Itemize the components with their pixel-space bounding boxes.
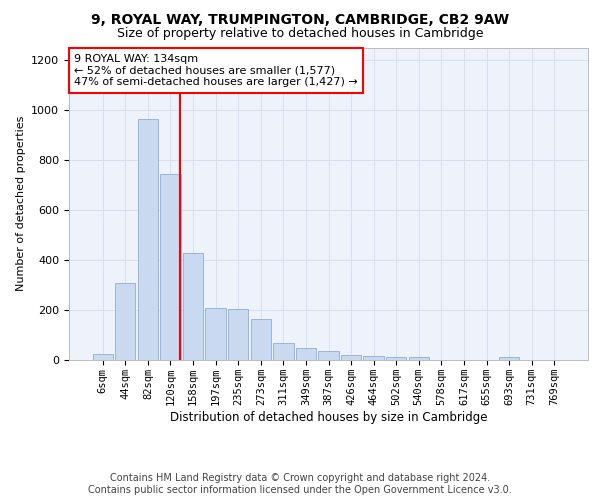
Text: Size of property relative to detached houses in Cambridge: Size of property relative to detached ho…: [117, 28, 483, 40]
Text: 9 ROYAL WAY: 134sqm
← 52% of detached houses are smaller (1,577)
47% of semi-det: 9 ROYAL WAY: 134sqm ← 52% of detached ho…: [74, 54, 358, 87]
Bar: [205, 308, 226, 360]
Bar: [499, 357, 519, 360]
Y-axis label: Number of detached properties: Number of detached properties: [16, 116, 26, 292]
Bar: [92, 354, 113, 360]
Bar: [296, 348, 316, 360]
Bar: [183, 252, 203, 360]
Bar: [273, 342, 293, 360]
Bar: [364, 356, 384, 360]
Bar: [409, 357, 429, 360]
Bar: [138, 118, 158, 360]
Text: 9, ROYAL WAY, TRUMPINGTON, CAMBRIDGE, CB2 9AW: 9, ROYAL WAY, TRUMPINGTON, CAMBRIDGE, CB…: [91, 12, 509, 26]
Bar: [251, 319, 271, 360]
Bar: [386, 357, 406, 360]
Bar: [341, 354, 361, 360]
Bar: [319, 351, 338, 360]
X-axis label: Distribution of detached houses by size in Cambridge: Distribution of detached houses by size …: [170, 410, 487, 424]
Text: Contains HM Land Registry data © Crown copyright and database right 2024.
Contai: Contains HM Land Registry data © Crown c…: [88, 474, 512, 495]
Bar: [115, 282, 136, 360]
Bar: [160, 174, 181, 360]
Bar: [228, 308, 248, 360]
